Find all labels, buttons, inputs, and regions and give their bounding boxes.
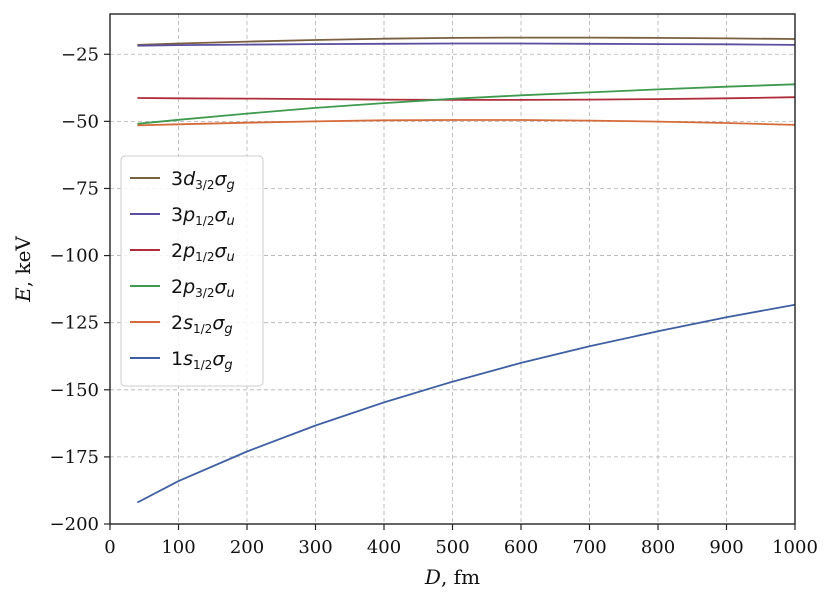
x-tick-label: 600	[504, 537, 538, 558]
x-tick-label: 700	[572, 537, 606, 558]
y-tick-label: −175	[50, 447, 99, 468]
x-tick-label: 300	[298, 537, 332, 558]
x-axis-title-unit: , fm	[441, 565, 480, 589]
legend-entry: 3p1/2σu	[171, 204, 235, 229]
x-tick-label: 100	[161, 537, 195, 558]
y-tick-label: −75	[61, 178, 99, 199]
series-line	[137, 42, 796, 47]
series-line	[137, 96, 796, 101]
legend-entry: 3d3/2σg	[171, 168, 235, 193]
series-line	[137, 119, 796, 127]
series-line	[136, 303, 796, 504]
y-tick-label: −125	[50, 313, 99, 334]
y-tick-label: −100	[50, 246, 99, 267]
axis-ticks: 0 100 200 300 400 500 600 700 800 900 1000 −200 −175…	[50, 44, 818, 558]
x-axis-title: D, fm	[424, 565, 480, 589]
x-tick-label: 400	[367, 537, 401, 558]
x-tick-label: 200	[230, 537, 264, 558]
legend-entry: 2s1/2σg	[171, 312, 233, 337]
legend-entry: 2p3/2σu	[171, 276, 235, 301]
x-tick-label: 0	[104, 537, 115, 558]
legend-entry: 2p1/2σu	[171, 240, 235, 265]
x-tick-label: 1000	[772, 537, 818, 558]
x-tick-label: 900	[709, 537, 743, 558]
x-axis-title-symbol: D	[424, 565, 441, 589]
y-tick-label: −150	[50, 380, 99, 401]
y-axis-title-unit: , keV	[11, 236, 35, 288]
x-tick-label: 800	[641, 537, 675, 558]
y-tick-label: −200	[50, 514, 99, 535]
x-tick-label: 500	[435, 537, 469, 558]
y-axis-title-symbol: E	[11, 287, 35, 303]
y-tick-label: −50	[61, 111, 99, 132]
series-line	[137, 83, 796, 125]
y-tick-label: −25	[61, 44, 99, 65]
legend-entry: 1s1/2σg	[171, 348, 233, 373]
y-axis-title: E, keV	[11, 236, 35, 303]
legend: 3d3/2σg 3p1/2σu 2p1/2σu 2p3/2σu 2s1/2σg 1s1/2…	[120, 155, 264, 387]
series-line	[137, 36, 796, 46]
series-lines	[136, 36, 796, 504]
